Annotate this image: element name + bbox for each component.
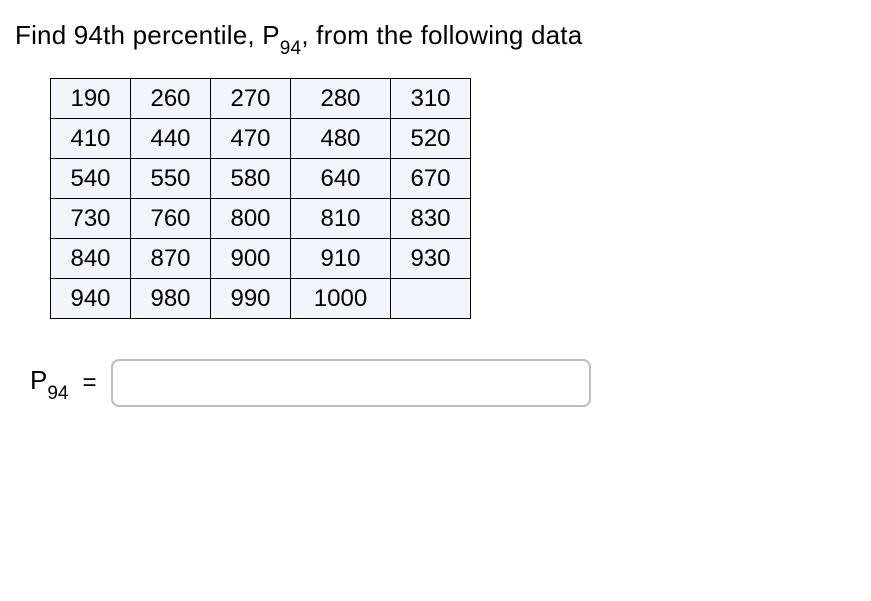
table-cell: 730 [51,199,131,239]
table-cell: 310 [391,79,471,119]
table-row: 940 980 990 1000 [51,279,471,319]
answer-label: P94 [30,365,68,401]
table-row: 410 440 470 480 520 [51,119,471,159]
answer-label-subscript: 94 [47,383,68,404]
table-cell: 940 [51,279,131,319]
table-cell: 520 [391,119,471,159]
prompt-after-sub: , [301,20,308,50]
table-cell: 910 [291,239,391,279]
answer-row: P94 = [30,359,856,407]
table-row: 540 550 580 640 670 [51,159,471,199]
table-cell: 440 [131,119,211,159]
table-row: 730 760 800 810 830 [51,199,471,239]
table-cell: 670 [391,159,471,199]
table-cell: 1000 [291,279,391,319]
table-cell: 980 [131,279,211,319]
table-cell: 540 [51,159,131,199]
table-cell: 640 [291,159,391,199]
table-cell: 550 [131,159,211,199]
table-cell: 480 [291,119,391,159]
table-row: 840 870 900 910 930 [51,239,471,279]
table-cell: 830 [391,199,471,239]
table-row: 190 260 270 280 310 [51,79,471,119]
answer-input[interactable] [111,359,591,407]
table-cell: 840 [51,239,131,279]
table-cell: 580 [211,159,291,199]
prompt-prefix: Find 94th percentile, P [15,20,280,50]
table-cell: 760 [131,199,211,239]
table-cell: 870 [131,239,211,279]
prompt-suffix: from the following data [309,20,583,50]
table-cell: 270 [211,79,291,119]
table-cell: 260 [131,79,211,119]
answer-label-prefix: P [30,365,47,395]
table-cell: 930 [391,239,471,279]
question-prompt: Find 94th percentile, P94, from the foll… [15,20,856,56]
data-table: 190 260 270 280 310 410 440 470 480 520 … [50,78,471,319]
prompt-subscript: 94 [280,38,302,59]
table-cell: 900 [211,239,291,279]
table-cell: 410 [51,119,131,159]
equals-sign: = [82,369,96,397]
table-cell: 800 [211,199,291,239]
table-cell: 190 [51,79,131,119]
table-cell: 280 [291,79,391,119]
table-cell: 990 [211,279,291,319]
table-cell: 810 [291,199,391,239]
table-cell: 470 [211,119,291,159]
table-cell [391,279,471,319]
